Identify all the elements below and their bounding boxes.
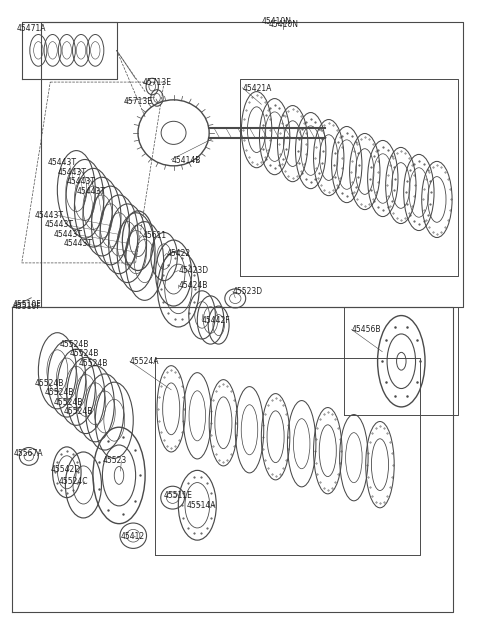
Text: 45410N: 45410N <box>261 17 291 26</box>
Text: 45524B: 45524B <box>79 358 108 367</box>
Text: 45423D: 45423D <box>179 266 208 275</box>
Text: 45542D: 45542D <box>50 465 80 474</box>
Text: 45510F: 45510F <box>12 301 41 310</box>
Text: 45442F: 45442F <box>202 316 231 324</box>
Text: 45421A: 45421A <box>242 84 272 93</box>
Text: 45524C: 45524C <box>59 477 88 486</box>
Text: 45414B: 45414B <box>171 156 201 164</box>
Text: 45511E: 45511E <box>164 492 193 500</box>
Text: 45567A: 45567A <box>13 449 43 458</box>
Text: 45443T: 45443T <box>67 177 96 186</box>
Text: 45524B: 45524B <box>45 388 74 397</box>
Text: 45524B: 45524B <box>60 340 89 349</box>
Text: 45443T: 45443T <box>76 187 105 196</box>
Text: 45443T: 45443T <box>54 230 83 239</box>
Text: 45524A: 45524A <box>130 356 159 365</box>
Text: 45524B: 45524B <box>69 349 98 358</box>
Text: 45611: 45611 <box>143 231 167 240</box>
Text: 45524B: 45524B <box>35 379 64 388</box>
Text: 45524B: 45524B <box>54 398 84 407</box>
Text: 45443T: 45443T <box>63 239 93 248</box>
Text: 45422: 45422 <box>167 249 191 258</box>
Text: 45412: 45412 <box>120 532 144 541</box>
Text: 45443T: 45443T <box>48 158 77 167</box>
Text: 45443T: 45443T <box>35 211 64 220</box>
Text: 45443T: 45443T <box>57 168 86 177</box>
Text: 45456B: 45456B <box>351 325 381 334</box>
Text: 45514A: 45514A <box>187 501 216 510</box>
Text: 45523: 45523 <box>102 456 127 465</box>
Text: 45443T: 45443T <box>45 220 73 229</box>
Text: 45424B: 45424B <box>179 280 208 290</box>
Text: 45713E: 45713E <box>124 97 153 106</box>
Text: 45523D: 45523D <box>233 287 263 296</box>
Text: 45410N: 45410N <box>268 20 299 29</box>
Text: 45471A: 45471A <box>17 24 47 33</box>
Text: 45524B: 45524B <box>63 408 93 417</box>
Text: 45510F: 45510F <box>12 300 41 308</box>
Text: 45713E: 45713E <box>143 77 172 86</box>
